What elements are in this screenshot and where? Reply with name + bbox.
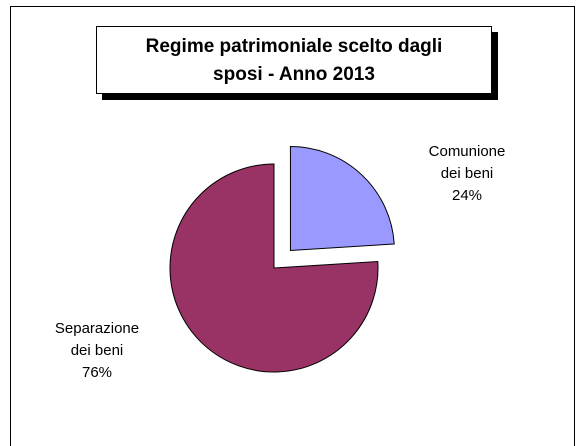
slice-label-comunione-value: 24% <box>451 187 483 204</box>
chart-title-line-2: sposi - Anno 2013 <box>213 64 375 85</box>
slice-label-comunione: Comunione dei beni 24% <box>412 141 522 207</box>
slice-label-separazione-line-2: dei beni <box>70 342 124 359</box>
pie-slices <box>169 146 395 373</box>
slice-label-separazione: Separazione dei beni 76% <box>42 318 152 384</box>
pie-slice-separazione <box>169 163 379 373</box>
slice-label-separazione-value: 76% <box>81 364 113 381</box>
slice-label-separazione-line-1: Separazione <box>54 320 140 337</box>
chart-title: Regime patrimoniale scelto dagli sposi -… <box>96 26 492 94</box>
slice-label-comunione-line-2: dei beni <box>440 165 494 182</box>
slice-label-comunione-line-1: Comunione <box>428 143 506 160</box>
pie-slice-comunione <box>289 146 395 252</box>
chart-title-line-1: Regime patrimoniale scelto dagli <box>145 36 443 57</box>
